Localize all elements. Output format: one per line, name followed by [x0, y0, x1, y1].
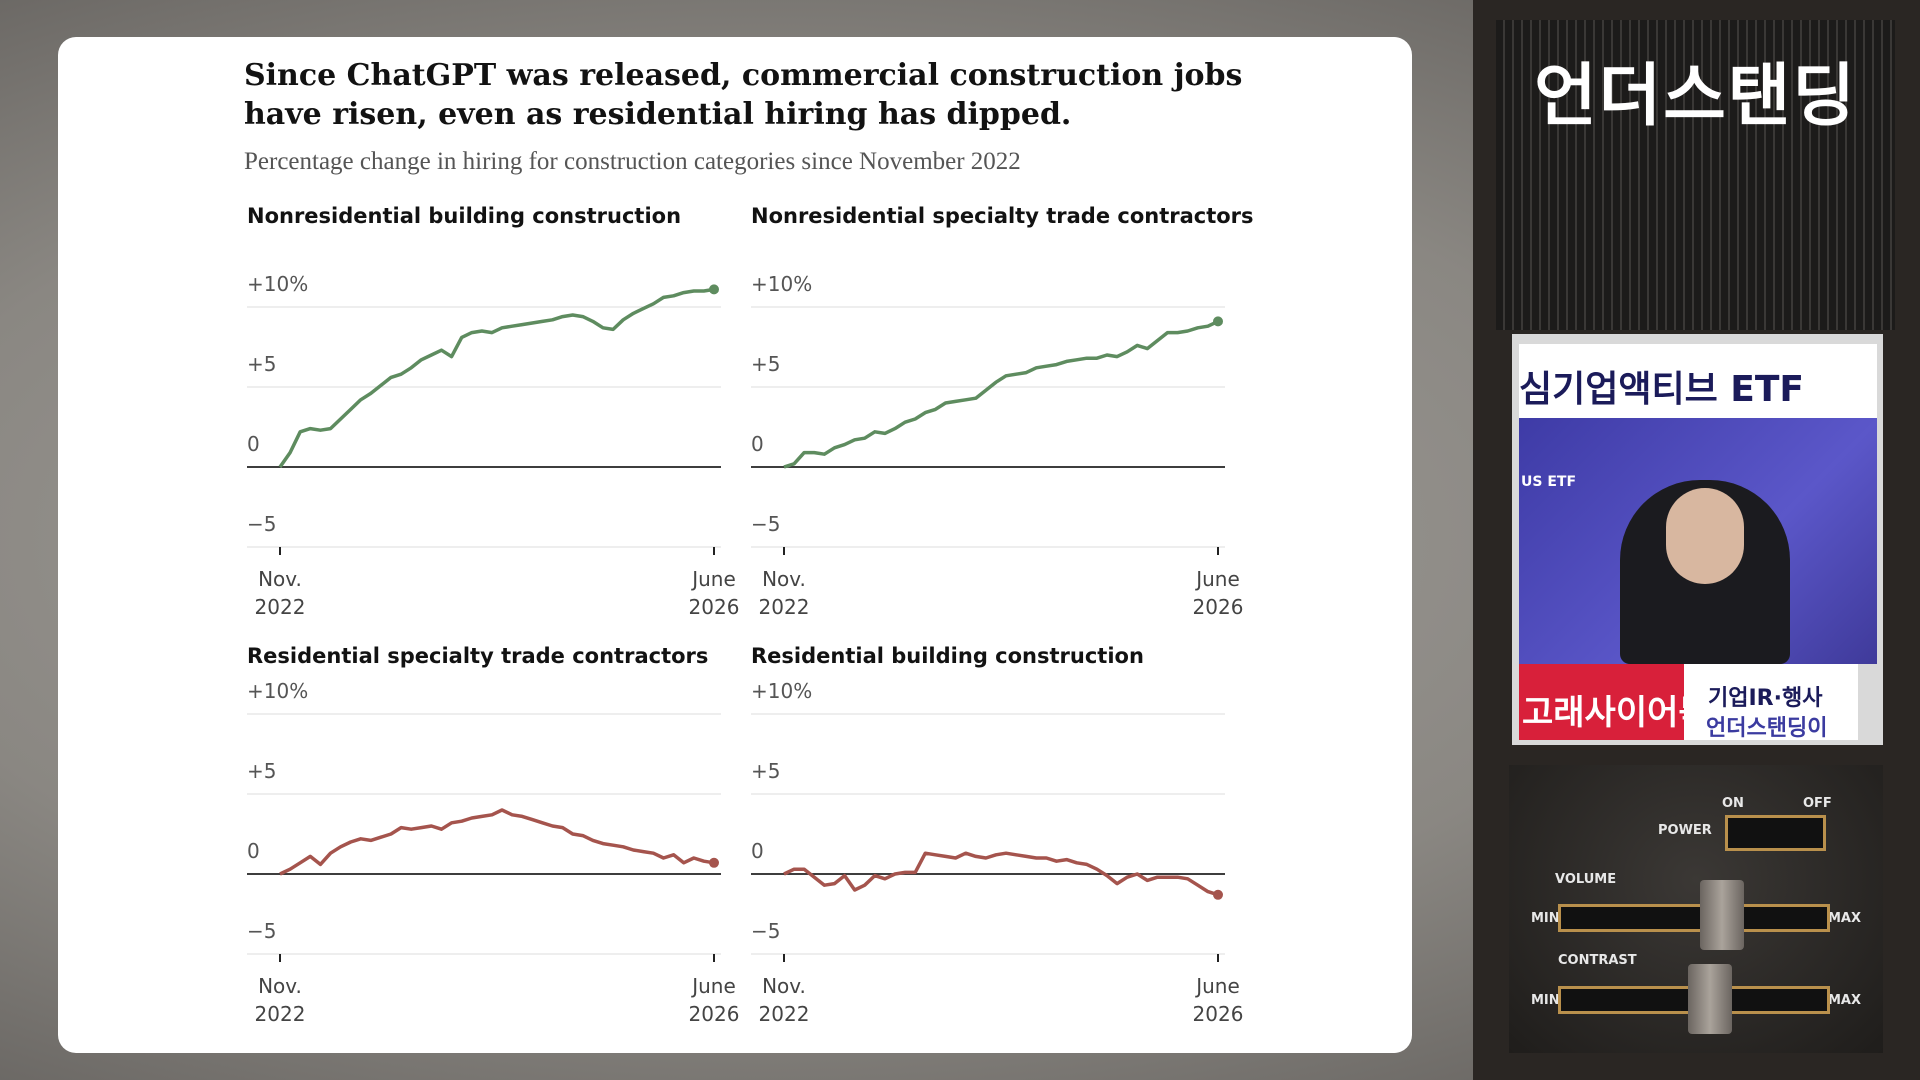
- banner-text: 기업IR·행사: [1708, 686, 1823, 711]
- channel-name: 언더스탠딩: [1534, 57, 1857, 136]
- y-tick-label: −5: [247, 919, 276, 943]
- device-label: VOLUME: [1555, 872, 1617, 887]
- end-point: [709, 857, 719, 868]
- slider-knob: [1700, 880, 1744, 950]
- y-tick-label: +10%: [751, 272, 812, 296]
- etf-logo: US ETF: [1521, 474, 1577, 490]
- y-tick-label: +5: [247, 352, 276, 376]
- x-tick-label: Nov. 2022: [758, 567, 810, 619]
- device-label: MAX: [1828, 911, 1862, 926]
- y-tick-label: −5: [247, 512, 276, 536]
- x-tick-label: June 2026: [1192, 974, 1244, 1026]
- end-point: [709, 284, 719, 295]
- panel-title: Residential specialty trade contractors: [247, 644, 709, 668]
- y-tick-label: −5: [751, 512, 780, 536]
- y-tick-label: +5: [751, 759, 780, 783]
- data-line: [278, 287, 715, 469]
- device-label: CONTRAST: [1558, 953, 1637, 968]
- device-label: POWER: [1658, 823, 1712, 838]
- y-tick-label: −5: [751, 919, 780, 943]
- panel-title: Nonresidential building construction: [247, 204, 682, 228]
- panel-title: Residential building construction: [751, 644, 1144, 668]
- end-point: [1213, 316, 1223, 327]
- red-banner: [1519, 664, 1684, 740]
- data-line: [783, 319, 1219, 469]
- chart-card: [58, 37, 1412, 1053]
- x-tick-label: Nov. 2022: [254, 974, 306, 1026]
- x-tick-label: Nov. 2022: [254, 567, 306, 619]
- end-point: [1213, 889, 1223, 900]
- y-tick-label: +10%: [247, 272, 308, 296]
- data-line: [279, 808, 715, 876]
- device-label: OFF: [1803, 796, 1832, 811]
- y-tick-label: 0: [247, 839, 260, 863]
- face: [1666, 488, 1744, 584]
- y-tick-label: 0: [247, 432, 260, 456]
- figure-title: Since ChatGPT was released, commercial c…: [244, 58, 1243, 132]
- y-tick-label: 0: [751, 432, 764, 456]
- switch: [1725, 815, 1826, 851]
- x-tick-label: June 2026: [688, 974, 740, 1026]
- y-tick-label: +10%: [751, 679, 812, 703]
- x-tick-label: Nov. 2022: [758, 974, 810, 1026]
- x-tick-label: June 2026: [1192, 567, 1244, 619]
- figure-subtitle: Percentage change in hiring for construc…: [244, 148, 1021, 175]
- device-label: MAX: [1828, 993, 1862, 1008]
- slider-knob: [1688, 964, 1732, 1034]
- white-banner: [1684, 664, 1858, 740]
- banner-text: 고래사이어묵: [1522, 693, 1710, 733]
- inset-title-bar: [1519, 344, 1877, 418]
- x-tick-label: June 2026: [688, 567, 740, 619]
- inset-title: 심기업액티브 ETF: [1519, 369, 1804, 410]
- panel-title: Nonresidential specialty trade contracto…: [751, 204, 1254, 228]
- device-label: MIN: [1531, 993, 1560, 1008]
- y-tick-label: +10%: [247, 679, 308, 703]
- slider: [1558, 904, 1830, 932]
- banner-text: 언더스탠딩이: [1706, 716, 1828, 741]
- device-label: ON: [1722, 796, 1744, 811]
- device-label: MIN: [1531, 911, 1560, 926]
- data-line: [783, 851, 1219, 897]
- y-tick-label: 0: [751, 839, 764, 863]
- stripes: [1496, 20, 1895, 330]
- y-tick-label: +5: [751, 352, 780, 376]
- y-tick-label: +5: [247, 759, 276, 783]
